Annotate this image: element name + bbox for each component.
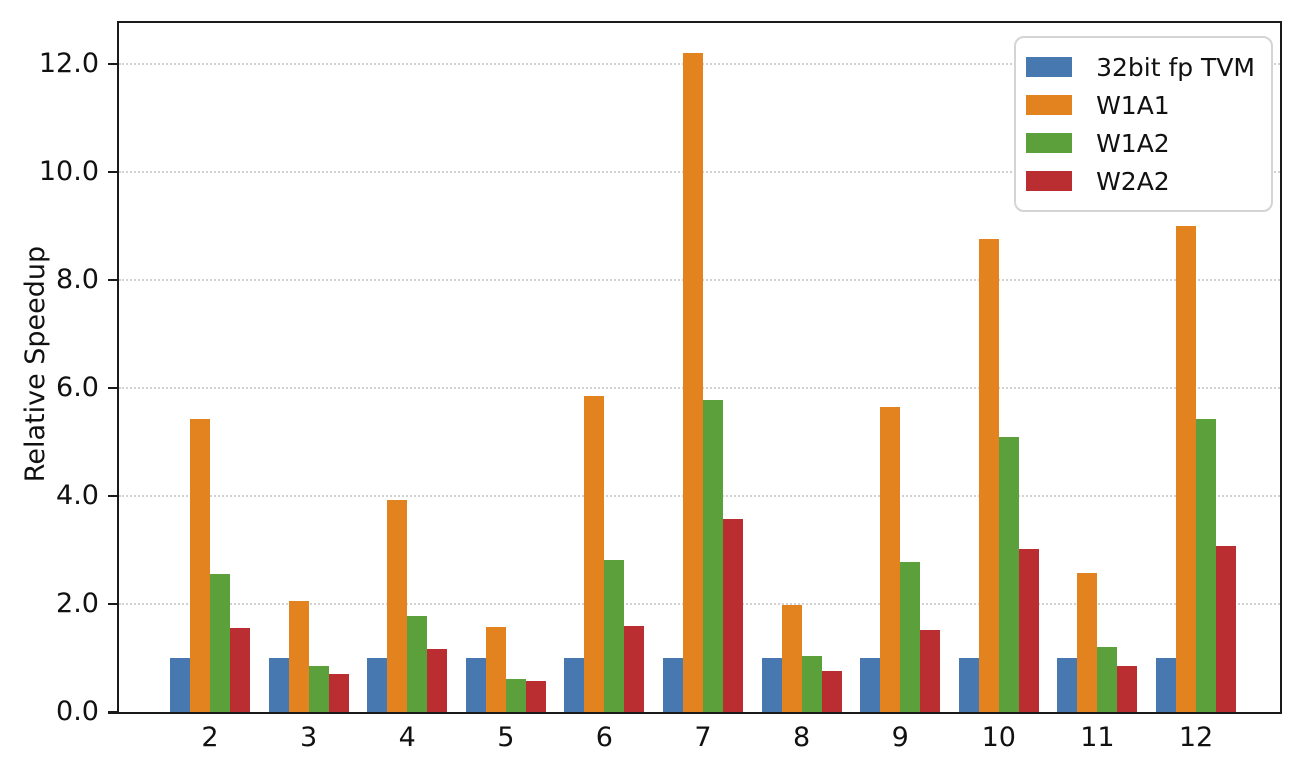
x-tick-label-8: 8 — [793, 722, 811, 753]
bar-32bit-fp-tvm-x8 — [761, 657, 782, 712]
bar-32bit-fp-tvm-x3 — [268, 657, 289, 712]
bar-w1a2-x8 — [801, 655, 822, 712]
bar-w2a2-x3 — [328, 674, 349, 712]
bar-w1a2-x10 — [998, 437, 1019, 712]
y-tick-mark — [108, 602, 117, 606]
x-tick-label-12: 12 — [1178, 722, 1214, 753]
y-tick-mark — [108, 170, 117, 174]
legend-item-w1a1: W1A1 — [1026, 86, 1255, 124]
x-tick-label-5: 5 — [497, 722, 515, 753]
legend-swatch-icon — [1026, 57, 1073, 77]
x-tick-label-9: 9 — [891, 722, 909, 753]
y-tick-label-8.0: 8.0 — [56, 263, 99, 295]
plot-area: 32bit fp TVM W1A1 W1A2 W2A2 — [117, 21, 1282, 714]
bar-w1a1-x2 — [190, 419, 210, 712]
bar-w2a2-x10 — [1018, 548, 1039, 712]
bar-w1a2-x6 — [604, 559, 625, 712]
bar-w1a1-x10 — [978, 238, 999, 712]
bar-w1a2-x12 — [1196, 418, 1216, 712]
bar-w2a2-x12 — [1216, 545, 1236, 712]
legend-swatch-icon — [1026, 95, 1073, 115]
y-tick-label-2.0: 2.0 — [56, 587, 99, 619]
x-tick-label-4: 4 — [398, 722, 416, 753]
x-tick-label-11: 11 — [1080, 722, 1115, 753]
y-tick-mark — [108, 278, 117, 282]
y-tick-label-10.0: 10.0 — [38, 155, 99, 187]
bar-w2a2-x5 — [525, 681, 546, 712]
bar-w1a1-x7 — [683, 52, 703, 712]
bar-32bit-fp-tvm-x6 — [564, 657, 585, 712]
bar-w1a1-x5 — [485, 627, 506, 712]
x-tick-label-6: 6 — [595, 722, 613, 753]
bar-w1a1-x9 — [880, 407, 901, 712]
bar-32bit-fp-tvm-x9 — [860, 657, 881, 712]
bar-w1a1-x3 — [288, 601, 309, 712]
bar-w2a2-x9 — [920, 630, 941, 712]
bar-w1a2-x2 — [210, 573, 230, 712]
y-tick-mark — [108, 62, 117, 66]
bar-32bit-fp-tvm-x11 — [1057, 657, 1078, 712]
legend-label: 32bit fp TVM — [1096, 52, 1255, 82]
bar-w1a1-x8 — [781, 605, 802, 712]
legend-swatch-icon — [1026, 133, 1073, 153]
bar-w1a1-x4 — [387, 500, 408, 712]
bar-32bit-fp-tvm-x4 — [367, 657, 388, 712]
bar-w1a1-x12 — [1176, 225, 1196, 712]
bar-32bit-fp-tvm-x7 — [663, 657, 683, 712]
bar-w1a2-x9 — [900, 561, 921, 712]
y-tick-mark — [108, 386, 117, 390]
legend-item-32bit-fp-tvm: 32bit fp TVM — [1026, 48, 1255, 86]
legend-label: W2A2 — [1096, 166, 1170, 196]
y-tick-mark — [108, 711, 117, 714]
bar-w1a1-x11 — [1077, 573, 1098, 712]
bar-w1a1-x6 — [584, 396, 605, 712]
y-tick-label-6.0: 6.0 — [56, 371, 99, 403]
bar-w2a2-x2 — [230, 627, 250, 712]
bar-32bit-fp-tvm-x10 — [958, 657, 979, 712]
x-tick-label-3: 3 — [300, 722, 318, 753]
legend: 32bit fp TVM W1A1 W1A2 W2A2 — [1014, 36, 1273, 212]
legend-swatch-icon — [1026, 171, 1073, 191]
y-tick-label-0.0: 0.0 — [56, 696, 99, 727]
bar-w1a2-x7 — [703, 399, 723, 712]
bar-w2a2-x4 — [427, 648, 448, 712]
bar-w1a2-x11 — [1097, 647, 1118, 712]
legend-item-w1a2: W1A2 — [1026, 124, 1255, 162]
x-tick-label-7: 7 — [694, 722, 712, 753]
bar-w2a2-x7 — [723, 519, 743, 712]
bar-32bit-fp-tvm-x2 — [170, 657, 190, 712]
bar-w1a2-x3 — [308, 666, 329, 712]
legend-item-w2a2: W2A2 — [1026, 162, 1255, 200]
bar-32bit-fp-tvm-x5 — [465, 657, 486, 712]
x-tick-label-2: 2 — [201, 722, 219, 753]
bar-w1a2-x4 — [407, 616, 428, 712]
y-tick-mark — [108, 494, 117, 498]
legend-label: W1A2 — [1096, 128, 1170, 158]
y-tick-label-12.0: 12.0 — [38, 47, 99, 79]
bar-w2a2-x8 — [821, 671, 842, 712]
legend-label: W1A1 — [1096, 90, 1170, 120]
bar-w2a2-x6 — [624, 625, 645, 712]
bar-w1a2-x5 — [505, 678, 526, 712]
x-tick-label-10: 10 — [981, 722, 1016, 753]
y-tick-label-4.0: 4.0 — [56, 479, 99, 511]
bar-32bit-fp-tvm-x12 — [1156, 657, 1176, 712]
bar-w2a2-x11 — [1117, 666, 1138, 712]
